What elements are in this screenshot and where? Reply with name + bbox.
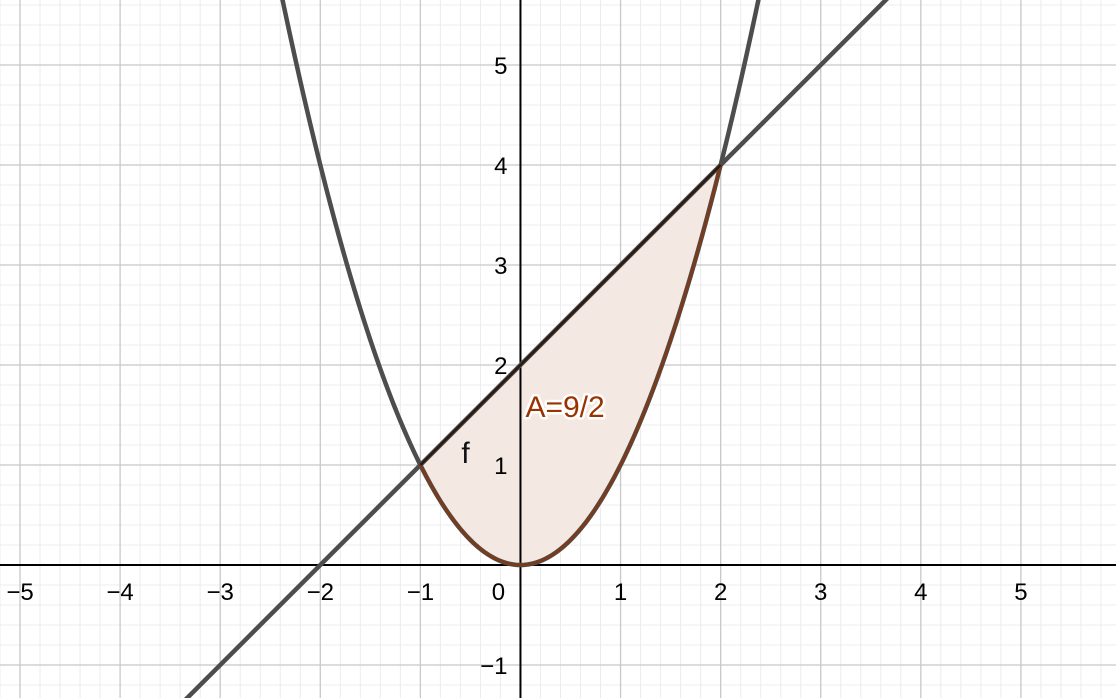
function-curves [183,0,889,698]
area-label: A=9/2 [525,391,604,424]
y-tick-label: −1 [480,653,507,680]
x-tick-label: 1 [614,579,627,606]
shaded-area-region [420,165,721,565]
tick-labels: −5 −4 −3 −2 −1 0 1 2 3 4 5 −1 1 2 3 4 5 [6,53,1027,680]
annotation-labels: f A=9/2 [461,389,607,471]
x-tick-label: −4 [106,579,133,606]
x-tick-label: 3 [814,579,827,606]
x-tick-label: 5 [1014,579,1027,606]
x-tick-label: −5 [6,579,33,606]
x-tick-label: 0 [492,579,505,606]
x-tick-label: −3 [207,579,234,606]
shaded-area [420,165,721,565]
y-tick-label: 1 [494,453,507,480]
curve-label-f: f [461,437,470,470]
y-tick-label: 3 [494,253,507,280]
y-tick-label: 4 [494,153,507,180]
y-tick-label: 2 [494,353,507,380]
x-tick-label: −1 [407,579,434,606]
y-tick-label: 5 [494,53,507,80]
x-tick-label: 2 [714,579,727,606]
x-tick-label: −2 [307,579,334,606]
x-tick-label: 4 [914,579,927,606]
shaded-region-edge-bottom [419,164,723,567]
shaded-region-edge-top [419,164,722,466]
